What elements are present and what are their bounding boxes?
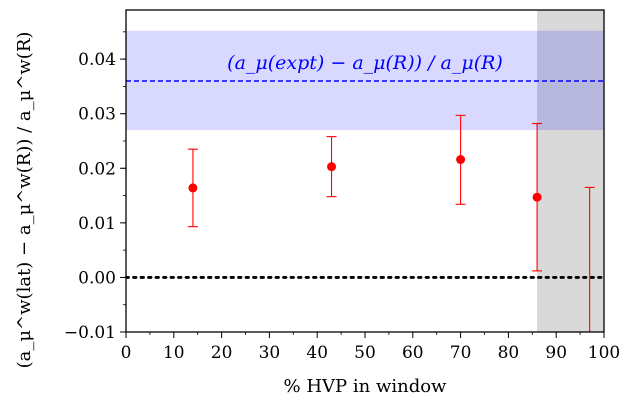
x-tick-label-60: 60 bbox=[402, 343, 424, 363]
x-tick-label-10: 10 bbox=[163, 343, 185, 363]
y-tick-label-1: 0.00 bbox=[78, 268, 116, 288]
x-tick-label-0: 0 bbox=[121, 343, 132, 363]
x-tick-label-90: 90 bbox=[545, 343, 567, 363]
plot-area bbox=[126, 10, 604, 332]
y-tick-label-5: 0.04 bbox=[78, 50, 116, 70]
x-tick-label-70: 70 bbox=[450, 343, 472, 363]
data-point-4 bbox=[532, 192, 542, 202]
x-tick-label-100: 100 bbox=[588, 343, 620, 363]
x-tick-label-50: 50 bbox=[354, 343, 376, 363]
y-tick-label-3: 0.02 bbox=[78, 159, 116, 179]
x-axis-label: % HVP in window bbox=[284, 376, 448, 397]
data-point-2 bbox=[327, 162, 337, 172]
expt-band bbox=[126, 30, 604, 131]
band-label: (a_μ(expt) − a_μ(R)) / a_μ(R) bbox=[227, 52, 503, 74]
x-tick-label-80: 80 bbox=[498, 343, 520, 363]
data-point-1 bbox=[188, 183, 198, 193]
y-tick-label-2: 0.01 bbox=[78, 214, 116, 234]
y-axis-label: (a_μ^w(lat) − a_μ^w(R)) / a_μ^w(R) bbox=[14, 32, 35, 369]
x-tick-label-40: 40 bbox=[306, 343, 328, 363]
y-tick-label-4: 0.03 bbox=[78, 105, 116, 125]
data-point-3 bbox=[456, 155, 466, 165]
x-tick-label-20: 20 bbox=[211, 343, 233, 363]
x-tick-label-30: 30 bbox=[259, 343, 281, 363]
y-tick-label-0: −0.01 bbox=[64, 323, 116, 343]
